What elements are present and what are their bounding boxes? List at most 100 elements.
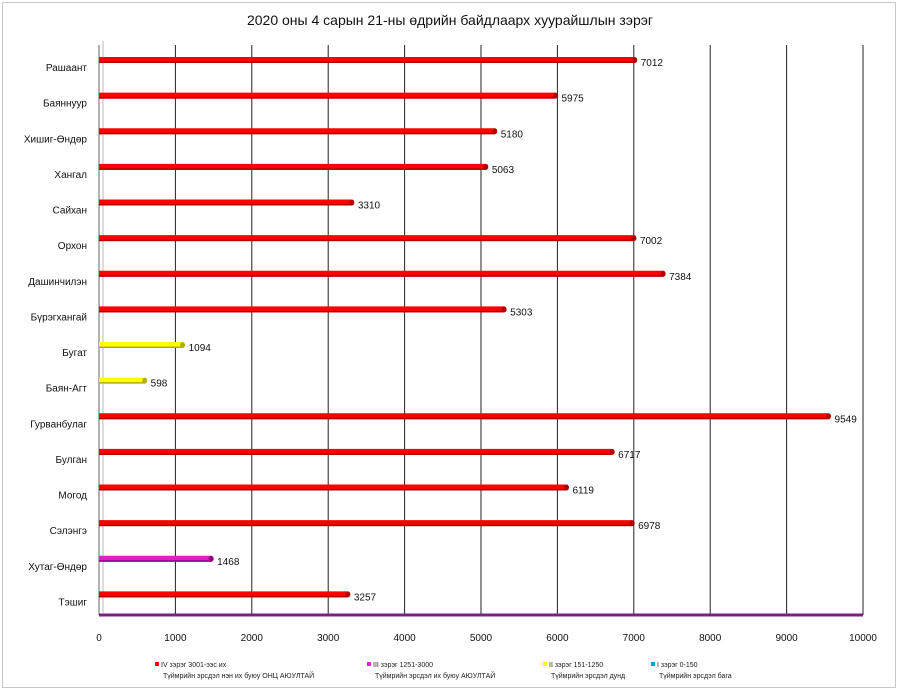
data-label: 5303 — [510, 307, 533, 318]
bar-group — [99, 342, 186, 348]
bar-shade — [99, 417, 829, 420]
bar-group — [99, 128, 498, 135]
bar-end — [826, 413, 832, 420]
category-label: Орхон — [58, 241, 87, 252]
bar — [99, 591, 348, 598]
category-label: Хутаг-Өндөр — [28, 562, 87, 573]
data-label: 6717 — [618, 450, 641, 461]
bar — [99, 199, 352, 206]
legend-item: III зэрэг 1251-3000 Түймрийн эрсдэл их бу… — [367, 662, 495, 680]
bar-shade — [99, 453, 613, 455]
bar-group — [99, 377, 148, 384]
bar-end — [142, 377, 148, 384]
tick-label: 3000 — [317, 633, 340, 644]
bar — [99, 520, 633, 527]
tick-label: 2000 — [241, 633, 264, 644]
bar-group — [99, 235, 637, 242]
bar — [99, 555, 212, 562]
bar-end — [563, 484, 569, 491]
bar-shade — [99, 595, 348, 598]
bar — [99, 342, 183, 348]
category-label: Хангал — [54, 170, 87, 181]
data-label: 1094 — [189, 343, 212, 354]
bar-shade — [99, 275, 664, 277]
bar-end — [208, 555, 214, 562]
category-label: Баян-Агт — [46, 384, 88, 395]
bar-group — [99, 413, 832, 420]
bar-group — [99, 92, 558, 99]
bar-end — [631, 235, 637, 242]
legend-swatch — [367, 662, 371, 666]
tick-label: 4000 — [393, 633, 416, 644]
tick-label: 7000 — [623, 633, 646, 644]
bar-end — [632, 57, 638, 63]
data-label: 3257 — [354, 592, 377, 603]
gridlines — [174, 45, 864, 615]
bar — [99, 448, 613, 455]
legend-label: II зэрэг 151-1250 — [549, 662, 603, 669]
bar-shade — [99, 310, 505, 313]
bar-end — [552, 92, 558, 99]
category-label: Тэшиг — [59, 597, 88, 608]
bars — [99, 57, 832, 598]
bar-group — [99, 484, 569, 491]
bar-shade — [99, 489, 567, 491]
axes — [98, 41, 863, 617]
bar-end — [180, 342, 186, 348]
data-label: 598 — [151, 379, 168, 390]
bar-end — [609, 448, 615, 455]
data-label: 9549 — [835, 414, 858, 425]
bar-shade — [99, 524, 633, 527]
legend-description: Түймрийн эрсдэл нэн их буюу ОНЦ АЮУЛТАЙ — [163, 671, 314, 680]
legend-item: II зэрэг 151-1250 Түймрийн эрсдэл дунд — [543, 662, 625, 680]
tick-label: 8000 — [699, 633, 722, 644]
value-labels: 7012 5975 5180 5063 3310 7002 7384 5303 1094 598 9… — [151, 58, 858, 603]
legend-description: Түймрийн эрсдэл дунд — [551, 672, 625, 680]
data-label: 7002 — [640, 236, 663, 247]
tick-label: 1000 — [164, 633, 187, 644]
bar-end — [501, 306, 507, 313]
legend: IV зэрэг 3001-ээс их Түймрийн эрсдэл нэн … — [155, 662, 732, 680]
bar-shade — [99, 204, 352, 206]
category-label: Рашаант — [46, 63, 88, 74]
tick-label: 0 — [96, 633, 102, 644]
category-label: Сэлэнгэ — [50, 526, 87, 537]
bar — [99, 92, 556, 99]
legend-item: I зэрэг 0-150 Түймрийн эрсдэл бага — [651, 662, 732, 680]
data-label: 5180 — [501, 129, 524, 140]
bar — [99, 484, 567, 491]
bar-group — [99, 199, 355, 206]
bar — [99, 306, 505, 313]
legend-swatch — [543, 662, 547, 666]
legend-swatch — [155, 662, 159, 666]
bar-end — [345, 591, 351, 598]
category-label: Бүрэгхангай — [31, 312, 87, 323]
data-label: 6978 — [638, 521, 661, 532]
data-label: 7012 — [641, 58, 664, 69]
bar-end — [660, 270, 666, 277]
bar-group — [99, 591, 351, 598]
bar — [99, 413, 829, 420]
bar-shade — [99, 346, 183, 348]
legend-label: III зэрэг 1251-3000 — [373, 662, 433, 669]
bar-group — [99, 306, 507, 313]
bar-group — [99, 57, 638, 63]
bar-shade — [99, 168, 486, 170]
category-labels: Рашаант Баяннуур Хишиг-Өндөр Хангал Сайхан Ор… — [24, 63, 88, 608]
data-label: 5063 — [492, 165, 515, 176]
legend-description: Түймрийн эрсдэл бага — [659, 672, 732, 680]
bar-shade — [99, 382, 145, 384]
bar-group — [99, 448, 615, 455]
legend-label: I зэрэг 0-150 — [657, 662, 698, 669]
bar-group — [99, 555, 214, 562]
legend-item: IV зэрэг 3001-ээс их Түймрийн эрсдэл нэн … — [155, 662, 314, 680]
category-label: Баяннуур — [43, 99, 87, 110]
bar-chart: 2020 оны 4 сарын 21-ны өдрийн байдлаарх … — [24, 12, 877, 680]
data-label: 5975 — [561, 94, 584, 105]
data-label: 7384 — [669, 272, 692, 283]
bar-end — [629, 520, 635, 527]
category-label: Сайхан — [53, 206, 87, 217]
bar — [99, 163, 486, 170]
category-label: Бугат — [62, 348, 87, 359]
